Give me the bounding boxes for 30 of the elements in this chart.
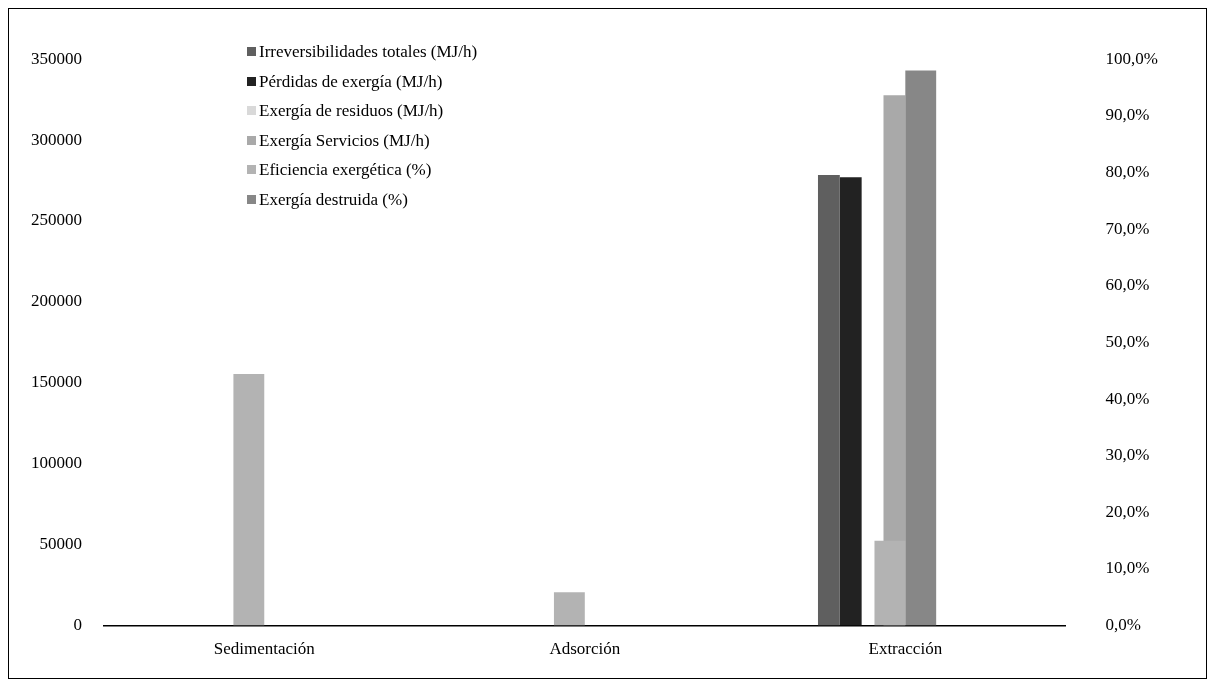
legend-label: Eficiencia exergética (%) bbox=[259, 159, 432, 181]
y2-tick-label: 100,0% bbox=[1105, 48, 1159, 68]
x-tick-label: Extracción bbox=[868, 639, 943, 659]
y2-tick-label: 30,0% bbox=[1105, 445, 1150, 465]
legend-label: Exergía Servicios (MJ/h) bbox=[259, 129, 430, 152]
y2-tick-label: 20,0% bbox=[1105, 501, 1150, 521]
legend-label: Pérdidas de exergía (MJ/h) bbox=[259, 70, 443, 93]
y-tick-label: 150000 bbox=[31, 372, 82, 392]
y-tick-label: 250000 bbox=[31, 210, 82, 230]
y2-tick-label: 80,0% bbox=[1105, 161, 1150, 181]
y2-tick-label: 10,0% bbox=[1105, 558, 1150, 578]
y2-tick-label: 70,0% bbox=[1105, 218, 1150, 238]
y-tick-label: 100000 bbox=[31, 453, 82, 473]
legend-label: Irreversibilidades totales (MJ/h) bbox=[259, 41, 478, 63]
bar bbox=[233, 374, 265, 626]
y2-tick-label: 60,0% bbox=[1105, 275, 1150, 295]
y2-tick-label: 50,0% bbox=[1105, 331, 1150, 351]
bar bbox=[553, 592, 585, 626]
y-tick-label: 200000 bbox=[31, 291, 82, 311]
y-tick-label: 0 bbox=[73, 615, 82, 635]
x-tick-label: Sedimentación bbox=[213, 639, 316, 659]
legend-label: Exergía de residuos (MJ/h) bbox=[259, 100, 444, 122]
y-tick-label: 50000 bbox=[39, 534, 82, 554]
y2-tick-label: 40,0% bbox=[1105, 388, 1150, 408]
y-tick-label: 350000 bbox=[31, 48, 82, 68]
legend-label: Exergía destruida (%) bbox=[259, 188, 408, 211]
x-tick-label: Adsorción bbox=[549, 639, 621, 659]
y2-tick-label: 90,0% bbox=[1105, 105, 1150, 125]
y-tick-label: 300000 bbox=[31, 129, 82, 149]
y2-tick-label: 0,0% bbox=[1105, 615, 1142, 635]
